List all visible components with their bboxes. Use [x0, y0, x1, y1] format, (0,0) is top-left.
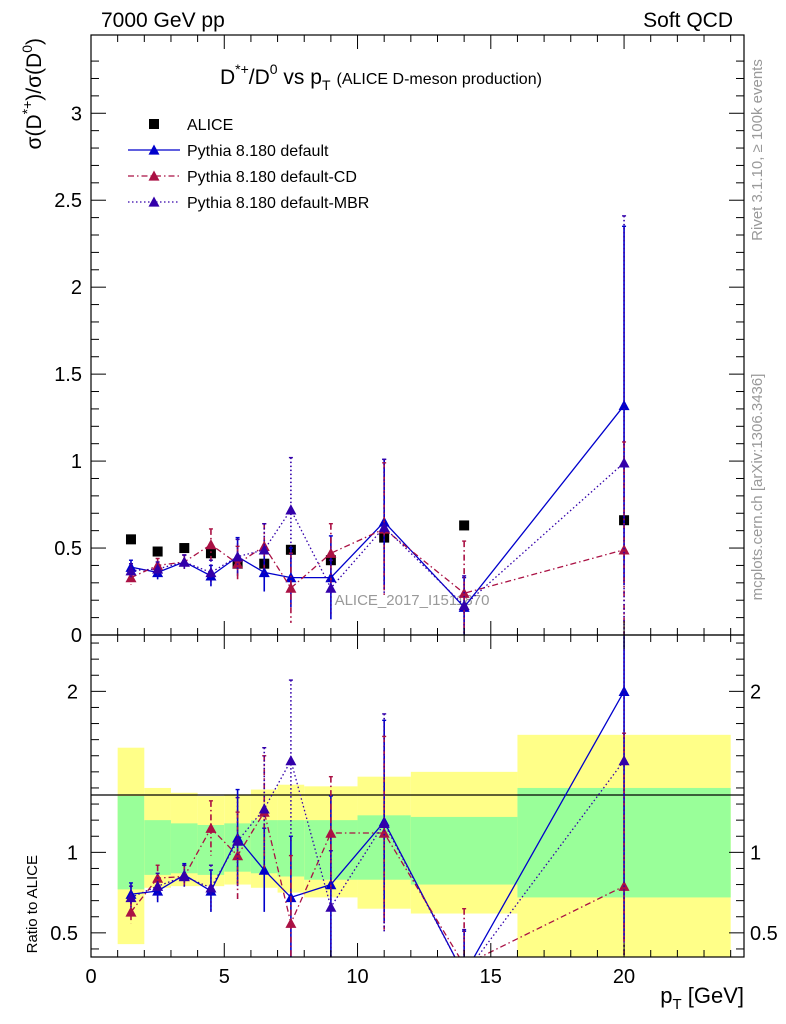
series-marker-3-4 [232, 835, 244, 846]
alice-marker-3 [205, 548, 216, 559]
ratio-panel-frame [90, 634, 745, 958]
series-marker-3-5 [258, 803, 270, 814]
header-right-label: Soft QCD [643, 9, 733, 32]
series-marker-2-4 [232, 558, 244, 569]
ratio-band-green-9 [410, 816, 518, 885]
chart-title: D*+/D0 vs pT (ALICE D-meson production) [220, 61, 542, 93]
y-tick-label: 2 [71, 277, 82, 299]
ratio-tick-label-right: 0.5 [750, 923, 778, 945]
ratio-uncertainty-bands [117, 734, 731, 957]
ratio-tick-label-left: 1 [67, 842, 78, 864]
y-tick-label: 1 [71, 451, 82, 473]
header-left-label: 7000 GeV pp [101, 9, 225, 32]
series-marker-2-4 [232, 850, 244, 861]
legend-marker-1 [148, 144, 160, 155]
series-marker-2-7 [325, 547, 337, 558]
series-line-3 [130, 462, 625, 607]
legend: ALICE Pythia 8.180 default Pythia 8.180 de… [128, 117, 369, 212]
legend-label-0: ALICE [187, 117, 233, 134]
series-line-1 [130, 405, 625, 609]
series-marker-3-1 [152, 880, 164, 891]
x-tick-label: 0 [85, 966, 96, 988]
ratio-tick-label-right: 2 [750, 681, 761, 703]
ratio-tick-label-left: 2 [67, 681, 78, 703]
series-line-3 [130, 758, 625, 957]
series-marker-3-9 [459, 969, 470, 979]
series-marker-1-5 [258, 864, 270, 875]
series-marker-3-9 [458, 599, 470, 611]
legend-label-3: Pythia 8.180 default-MBR [187, 195, 369, 212]
y-tick-label: 1.5 [54, 364, 82, 386]
series-marker-1-9 [459, 969, 470, 979]
series-marker-2-3 [205, 822, 217, 833]
series-marker-3-3 [205, 566, 217, 578]
series-marker-3-8 [378, 817, 390, 829]
ratio-tick-label-right: 1 [750, 842, 761, 864]
alice-marker-9 [459, 520, 470, 531]
y-tick-label: 0.5 [54, 538, 82, 560]
series-marker-3-2 [178, 556, 190, 567]
ratio-band-green-0 [117, 796, 145, 890]
series-marker-3-6 [285, 504, 297, 515]
series-marker-2-6 [285, 582, 297, 593]
series-marker-3-3 [205, 882, 217, 893]
y-tick-label: 3 [71, 103, 82, 125]
alice-marker-2 [179, 543, 190, 554]
legend-marker-2 [148, 170, 160, 181]
series-line-2 [130, 810, 625, 957]
series-marker-2-0 [125, 906, 137, 917]
ratio-y-axis-label: Ratio to ALICE [24, 855, 41, 953]
series-marker-3-1 [152, 563, 164, 574]
series-marker-3-10 [618, 755, 630, 766]
series-marker-3-10 [618, 457, 630, 468]
ratio-panel-series [125, 635, 630, 979]
series-marker-3-6 [285, 755, 297, 766]
series-marker-3-4 [232, 551, 244, 562]
x-tick-label: 5 [219, 966, 230, 988]
side-label-source: mcplots.cern.ch [arXiv:1306.3436] [749, 374, 766, 601]
series-marker-2-3 [205, 539, 217, 550]
series-marker-2-9 [459, 960, 470, 970]
series-marker-2-6 [285, 917, 297, 928]
x-axis-label: pT [GeV] [660, 983, 744, 1013]
alice-marker-0 [125, 534, 136, 545]
series-marker-3-5 [258, 544, 270, 555]
series-line-2 [130, 528, 625, 594]
main-panel-series [125, 215, 630, 635]
x-tick-label: 15 [480, 966, 502, 988]
x-tick-label: 20 [613, 966, 635, 988]
series-marker-2-10 [618, 544, 630, 555]
y-tick-label: 0 [71, 625, 82, 647]
ratio-tick-label-left: 0.5 [50, 923, 78, 945]
series-marker-3-0 [125, 891, 137, 903]
series-marker-3-8 [378, 521, 390, 532]
legend-marker-3 [148, 196, 160, 207]
side-label-version: Rivet 3.1.10, ≥ 100k events [749, 59, 766, 241]
series-marker-3-7 [325, 582, 337, 593]
y-tick-label: 2.5 [54, 190, 82, 212]
alice-marker-1 [152, 546, 163, 557]
series-marker-1-10 [618, 685, 630, 697]
series-marker-3-7 [325, 901, 337, 912]
legend-label-2: Pythia 8.180 default-CD [187, 169, 357, 186]
legend-marker-alice [149, 119, 159, 129]
series-marker-2-8 [378, 827, 390, 838]
axis-ticks: 0 5 10 15 20 0 0.5 1 1.5 2 2.5 3 0.5 0.5 1 1 2 2 [50, 35, 778, 988]
series-marker-2-0 [125, 572, 137, 583]
x-tick-label: 10 [346, 966, 368, 988]
analysis-watermark: ALICE_2017_I1511870 [335, 592, 490, 609]
series-marker-2-7 [325, 827, 337, 838]
series-marker-3-0 [125, 565, 137, 576]
series-marker-3-2 [178, 871, 190, 882]
y-axis-label: σ(D*+)/σ(D0) [19, 38, 46, 150]
legend-label-1: Pythia 8.180 default [187, 143, 329, 160]
